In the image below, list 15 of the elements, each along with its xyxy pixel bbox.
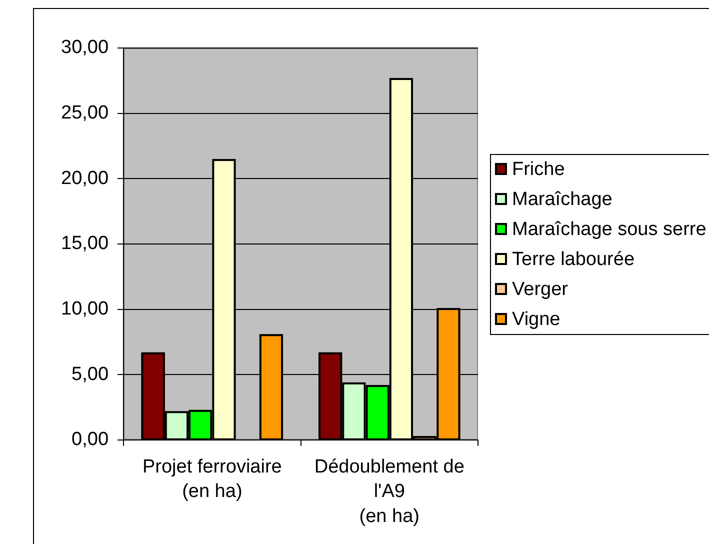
y-tick-label: 5,00 [72, 364, 109, 385]
legend-label: Friche [512, 159, 565, 180]
legend-label: Maraîchage sous serre [512, 219, 706, 240]
legend-label: Verger [512, 279, 569, 300]
y-tick-label: 15,00 [61, 233, 109, 254]
legend-label: Terre labourée [512, 249, 635, 270]
y-tick-label: 0,00 [72, 429, 109, 450]
y-tick-label: 25,00 [61, 102, 109, 124]
legend-label: Maraîchage [512, 189, 612, 210]
y-tick-label: 30,00 [61, 37, 109, 58]
x-tick-label: Projet ferroviaire (en ha) [142, 456, 282, 502]
x-tick-label: Dédoublement de l'A9 (en ha) [314, 456, 464, 527]
y-tick-label: 20,00 [61, 168, 109, 189]
y-tick-label: 10,00 [61, 298, 109, 320]
legend-label: Vigne [512, 309, 560, 330]
